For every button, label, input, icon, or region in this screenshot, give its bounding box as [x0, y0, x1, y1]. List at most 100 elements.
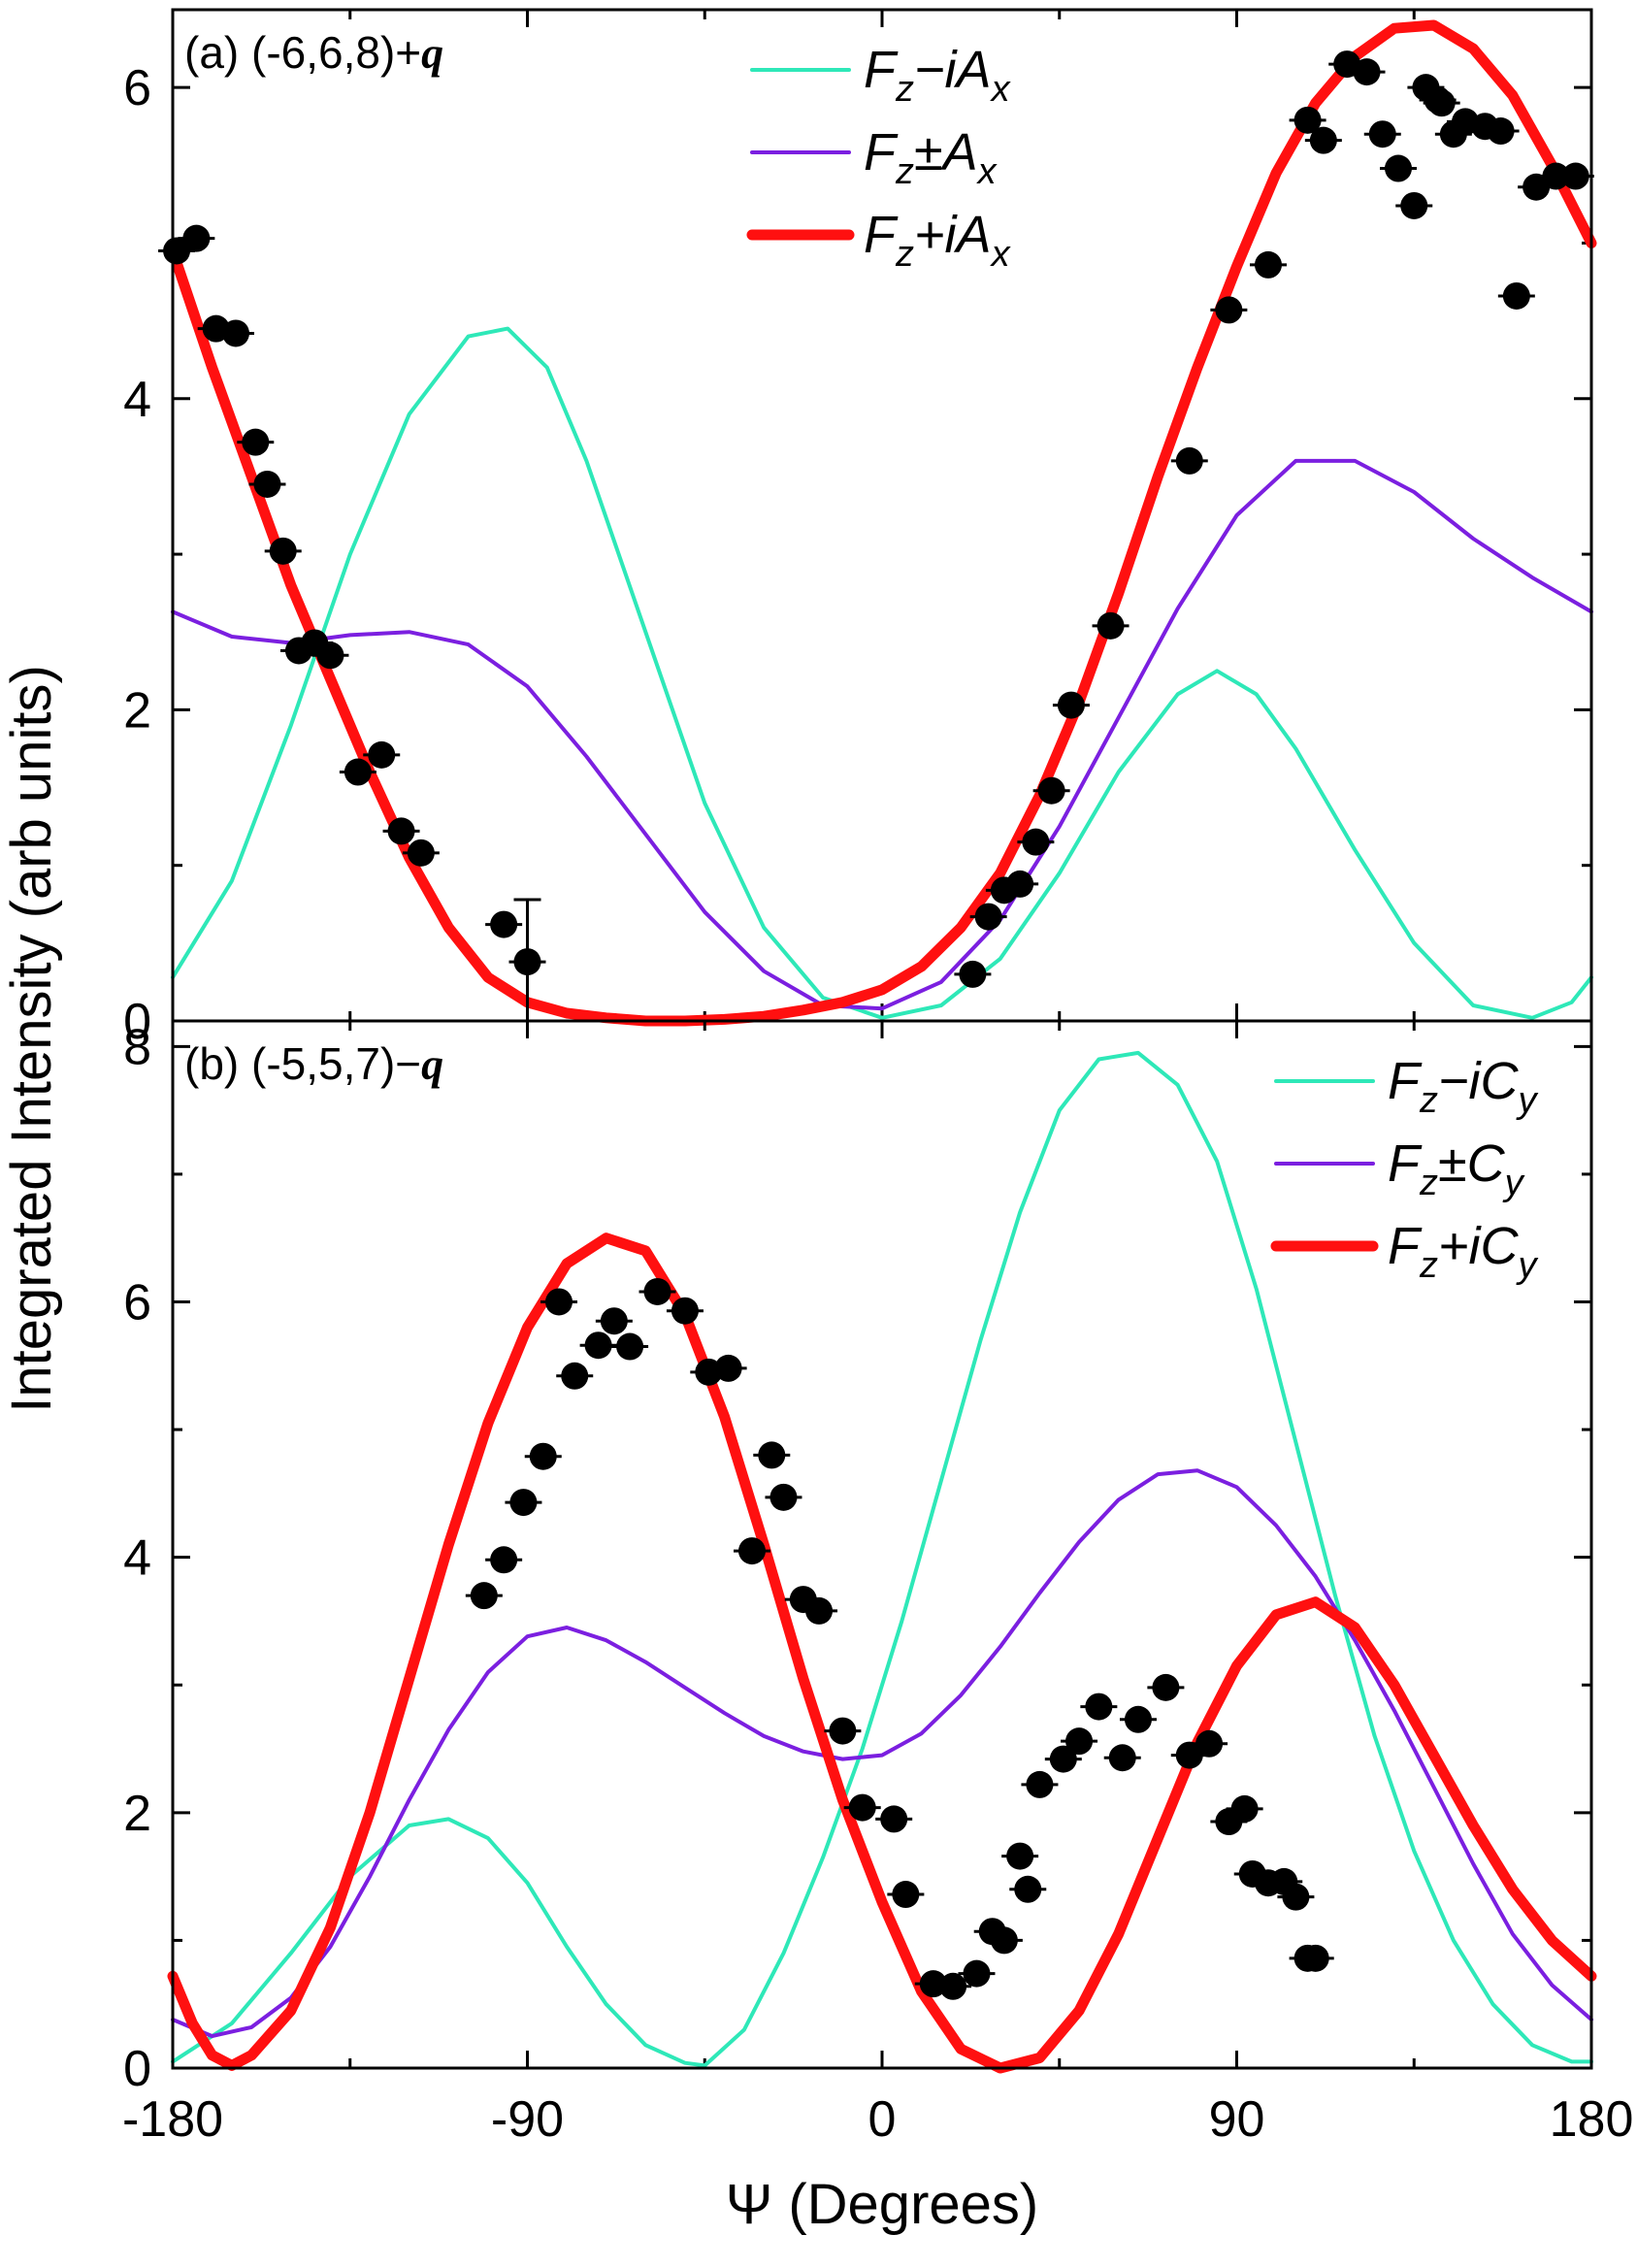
data-point — [368, 740, 396, 769]
series-line-1 — [171, 458, 1593, 1011]
y-tick-label: 4 — [123, 1530, 151, 1587]
data-point — [242, 428, 270, 456]
data-point — [1301, 1944, 1329, 1972]
data-point — [1022, 828, 1050, 856]
data-point — [616, 1332, 644, 1361]
data-point — [1195, 1729, 1224, 1758]
data-point — [1385, 154, 1413, 182]
data-point — [714, 1354, 742, 1382]
data-point — [544, 1288, 573, 1316]
data-point — [182, 224, 211, 252]
data-point — [584, 1331, 612, 1360]
panel-label: (b) (-5,5,7)−q — [184, 1038, 443, 1089]
data-point — [1006, 870, 1034, 898]
data-point — [1254, 250, 1282, 279]
x-axis-title: Ψ (Degrees) — [726, 2173, 1038, 2236]
data-point — [1049, 1745, 1077, 1773]
y-tick-label: 6 — [123, 60, 151, 116]
x-tick-label: 180 — [1550, 2091, 1634, 2148]
data-point — [1057, 691, 1085, 719]
x-tick-label: -90 — [491, 2091, 564, 2148]
data-point — [509, 1489, 538, 1517]
data-point — [1014, 1875, 1042, 1903]
series-line-2 — [167, 1233, 1597, 2074]
data-point — [1309, 126, 1337, 154]
plot-border — [171, 8, 1593, 2070]
y-tick-label: 2 — [123, 1786, 151, 1842]
data-point — [221, 319, 249, 347]
data-point — [490, 910, 518, 938]
data-point — [1353, 58, 1381, 86]
data-point — [1502, 281, 1530, 310]
data-point — [1487, 117, 1515, 146]
data-point — [490, 1546, 518, 1574]
data-point — [829, 1717, 857, 1745]
data-point — [387, 817, 415, 845]
data-point — [1215, 296, 1243, 324]
x-tick-label: -180 — [122, 2091, 223, 2148]
data-point — [1282, 1883, 1310, 1911]
data-point — [269, 537, 297, 565]
y-tick-label: 4 — [123, 372, 151, 428]
data-point — [561, 1362, 589, 1390]
data-point — [1006, 1842, 1034, 1870]
x-tick-label: 90 — [1209, 2091, 1265, 2148]
panel-b: 0 2 4 6 8 (b) (-5,5,7)−q Fz−iCy Fz±Cy Fz+iCy — [123, 1019, 1597, 2097]
data-point — [963, 1959, 991, 1988]
data-point — [1097, 611, 1125, 640]
data-point — [892, 1881, 920, 1909]
data-point — [1108, 1744, 1136, 1772]
data-point — [513, 948, 541, 976]
data-point — [974, 903, 1002, 931]
data-point — [880, 1805, 908, 1833]
y-tick-label: 6 — [123, 1274, 151, 1331]
data-point — [769, 1483, 798, 1511]
data-point — [1026, 1770, 1054, 1798]
data-point — [848, 1793, 876, 1822]
data-point — [1542, 162, 1570, 190]
data-point — [1175, 446, 1203, 475]
y-tick-label: 0 — [123, 2041, 151, 2097]
data-point — [1152, 1673, 1180, 1701]
data-point — [1124, 1705, 1152, 1733]
data-point — [1037, 776, 1065, 805]
panel-label: (a) (-6,6,8)+q — [184, 27, 443, 78]
legend-label-0: Fz−iAx — [864, 41, 1012, 110]
legend-label-1: Fz±Ax — [864, 123, 999, 192]
data-point — [1400, 191, 1428, 219]
series-line-0 — [171, 326, 1593, 1020]
legend-label-0: Fz−iCy — [1388, 1052, 1539, 1121]
y-tick-label: 0 — [123, 994, 151, 1050]
data-point — [643, 1277, 671, 1305]
data-point — [253, 470, 281, 498]
y-axis-title: Integrated Intensity (arb units) — [0, 665, 63, 1413]
series-line-1 — [171, 1468, 1593, 2039]
data-point — [1293, 106, 1322, 134]
data-point — [1085, 1693, 1113, 1721]
data-point — [163, 237, 191, 265]
data-point — [671, 1297, 699, 1325]
data-point — [1230, 1794, 1259, 1823]
data-point — [407, 838, 435, 867]
series-line-0 — [171, 1050, 1593, 2068]
data-point — [316, 641, 344, 670]
data-point — [1561, 162, 1589, 190]
y-tick-label: 8 — [123, 1019, 151, 1075]
data-point — [344, 758, 372, 786]
data-point — [990, 1926, 1018, 1955]
data-point — [1175, 1741, 1203, 1769]
y-tick-label: 2 — [123, 682, 151, 739]
data-point — [1065, 1727, 1094, 1756]
data-point — [737, 1537, 766, 1565]
data-point — [959, 960, 987, 988]
x-axis: -180 -90 0 90 180 — [122, 2091, 1633, 2148]
data-point — [919, 1970, 947, 1998]
plot-frame — [171, 8, 1593, 2070]
data-point — [1368, 120, 1396, 148]
data-point — [939, 1972, 967, 2000]
data-point — [805, 1596, 834, 1625]
data-point — [1427, 89, 1456, 117]
data-point — [600, 1307, 628, 1335]
data-point — [758, 1441, 786, 1469]
